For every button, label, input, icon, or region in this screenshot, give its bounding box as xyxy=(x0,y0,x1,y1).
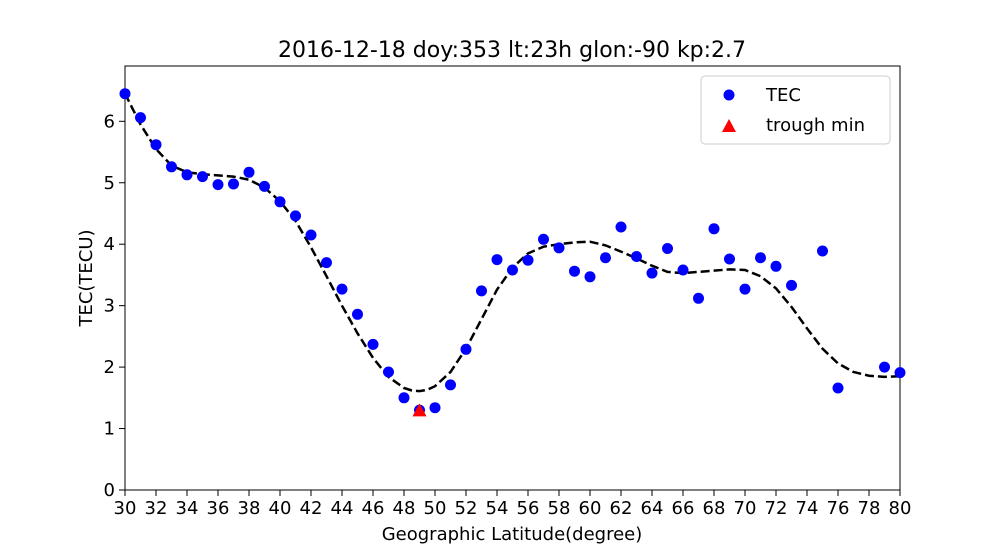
legend-tec-label: TEC xyxy=(765,85,801,106)
tec-point xyxy=(460,343,472,355)
x-axis-label: Geographic Latitude(degree) xyxy=(382,524,643,545)
tec-point xyxy=(259,180,270,192)
y-tick-label: 4 xyxy=(104,234,115,255)
x-tick-label: 62 xyxy=(610,498,633,519)
tec-point xyxy=(398,392,410,404)
x-tick-label: 32 xyxy=(145,498,168,519)
legend-box xyxy=(700,75,891,145)
tec-point xyxy=(677,264,689,276)
y-tick-label: 0 xyxy=(104,480,115,501)
y-axis-label: TEC(TECU) xyxy=(76,229,97,327)
x-tick-label: 38 xyxy=(238,498,261,519)
x-axis: 30 32 34 36 38 40 42 44 46 48 50 52 54 56 58 60 62 64 66 68… xyxy=(114,490,912,519)
tec-point xyxy=(243,166,255,178)
tec-point xyxy=(615,221,627,233)
tec-point xyxy=(770,260,782,272)
tec-point xyxy=(491,254,503,266)
tec-point xyxy=(507,264,518,276)
tec-point xyxy=(693,292,704,304)
tec-point xyxy=(228,178,239,190)
legend: TEC trough min xyxy=(700,75,891,145)
x-tick-label: 80 xyxy=(889,498,912,519)
y-tick-label: 3 xyxy=(104,296,115,317)
plot-layer xyxy=(119,88,906,417)
tec-point xyxy=(646,267,658,279)
tec-point xyxy=(817,245,828,257)
x-tick-label: 30 xyxy=(114,498,137,519)
tec-point xyxy=(569,265,580,277)
x-tick-label: 52 xyxy=(455,498,478,519)
tec-point xyxy=(553,242,565,254)
y-axis: 0 1 2 3 4 5 6 xyxy=(104,111,125,501)
x-tick-label: 34 xyxy=(176,498,199,519)
tec-point xyxy=(631,251,642,262)
x-tick-label: 76 xyxy=(827,498,850,519)
tec-point xyxy=(135,112,146,124)
tec-point xyxy=(522,254,534,266)
x-tick-label: 40 xyxy=(269,498,292,519)
tec-point xyxy=(119,88,131,100)
tec-point xyxy=(786,279,797,291)
y-tick-label: 6 xyxy=(104,111,115,132)
tec-point xyxy=(662,243,673,254)
tec-point xyxy=(383,366,394,378)
tec-point xyxy=(305,229,317,241)
x-tick-label: 54 xyxy=(486,498,509,519)
x-tick-label: 36 xyxy=(207,498,230,519)
tec-point xyxy=(832,382,844,394)
x-tick-label: 70 xyxy=(734,498,757,519)
tec-point xyxy=(336,283,348,295)
tec-point xyxy=(476,285,487,297)
legend-tec-marker xyxy=(723,89,735,101)
tec-point xyxy=(150,139,162,151)
x-tick-label: 58 xyxy=(548,498,571,519)
tec-point xyxy=(708,223,720,235)
tec-point xyxy=(600,252,611,264)
tec-point xyxy=(352,308,363,320)
trough-min-marker xyxy=(412,403,427,417)
x-tick-label: 50 xyxy=(424,498,447,519)
tec-point xyxy=(290,210,301,222)
tec-point xyxy=(879,361,890,373)
x-tick-label: 60 xyxy=(579,498,602,519)
x-tick-label: 72 xyxy=(765,498,788,519)
tec-point xyxy=(166,161,177,173)
x-tick-label: 74 xyxy=(796,498,819,519)
tec-point xyxy=(212,179,224,191)
tec-point xyxy=(445,379,456,391)
x-tick-label: 42 xyxy=(300,498,323,519)
x-tick-label: 78 xyxy=(858,498,881,519)
x-tick-label: 64 xyxy=(641,498,664,519)
tec-point xyxy=(181,169,193,181)
tec-point xyxy=(724,253,735,265)
tec-point xyxy=(584,271,596,283)
tec-point xyxy=(429,402,441,414)
tec-point xyxy=(538,233,549,245)
tec-point xyxy=(274,196,286,208)
y-tick-label: 1 xyxy=(104,419,115,440)
tec-point xyxy=(894,367,906,379)
chart-title: 2016-12-18 doy:353 lt:23h glon:-90 kp:2.… xyxy=(278,38,746,63)
x-tick-label: 68 xyxy=(703,498,726,519)
y-tick-label: 2 xyxy=(104,357,115,378)
x-tick-label: 56 xyxy=(517,498,540,519)
tec-point xyxy=(197,171,208,183)
x-tick-label: 66 xyxy=(672,498,695,519)
tec-point xyxy=(739,283,751,295)
y-tick-label: 5 xyxy=(104,173,115,194)
tec-point xyxy=(755,252,766,264)
x-tick-label: 48 xyxy=(393,498,416,519)
x-tick-label: 44 xyxy=(331,498,354,519)
legend-trough-label: trough min xyxy=(766,115,865,136)
legend-trough-marker xyxy=(722,119,736,132)
x-tick-label: 46 xyxy=(362,498,385,519)
tec-point xyxy=(321,257,332,269)
tec-point xyxy=(367,338,379,350)
